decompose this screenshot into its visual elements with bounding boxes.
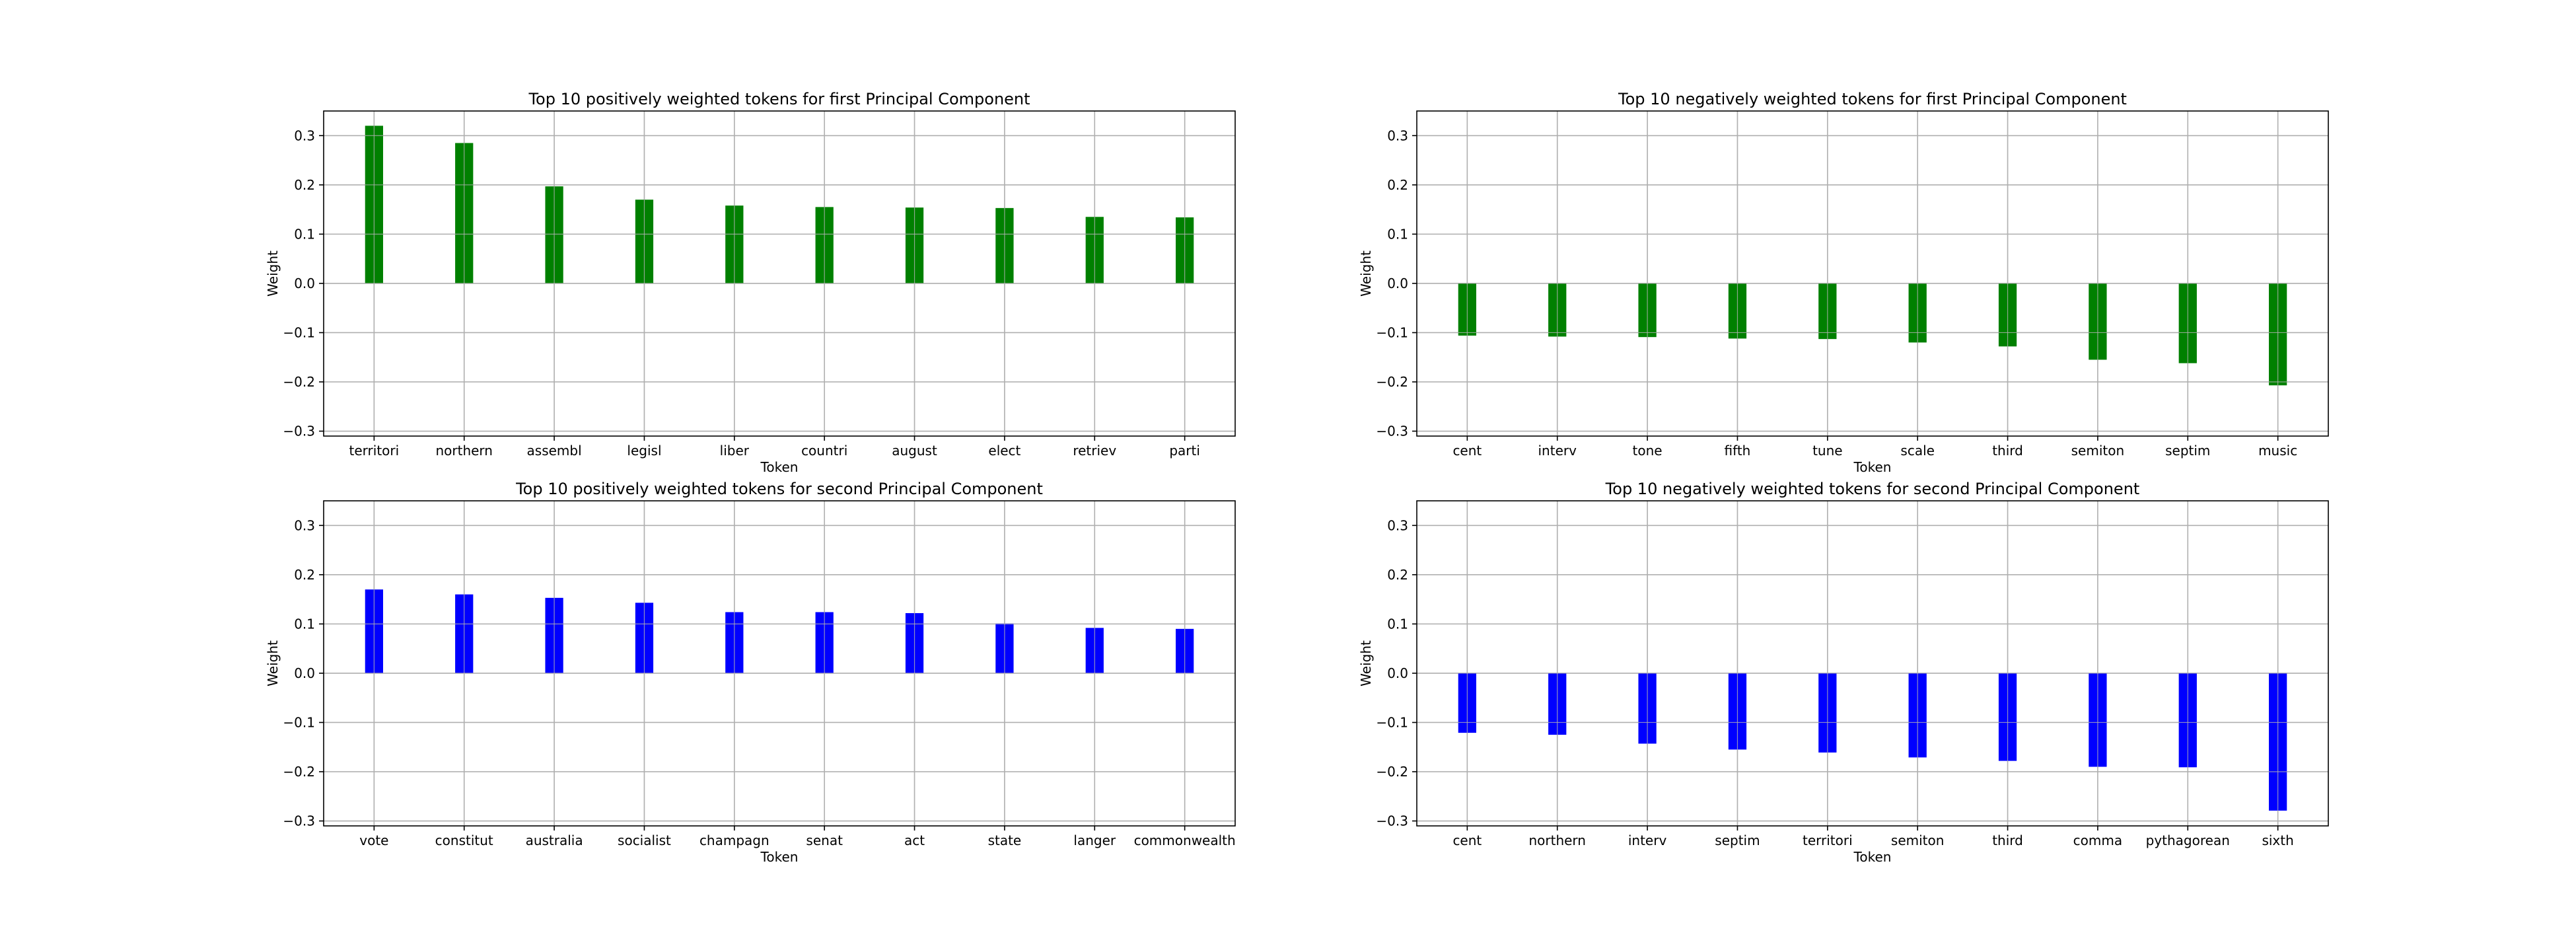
x-tick-label: langer	[1073, 832, 1116, 848]
axes-frame	[1416, 110, 2329, 437]
chart-title: Top 10 positively weighted tokens for se…	[515, 480, 1043, 498]
x-tick-label: semiton	[2071, 443, 2125, 459]
x-tick-label: interv	[1538, 443, 1577, 459]
chart-panel-pc1-negative: −0.3 −0.2 −0.1 0.0 0.1 0.2 0.3 cent interv tone fi…	[1358, 90, 2329, 475]
y-tick-label: 0.1	[1387, 226, 1408, 242]
x-tick-label: australia	[526, 832, 583, 848]
x-tick-label: liber	[720, 443, 750, 459]
x-tick-label: septim	[2165, 443, 2210, 459]
y-tick-label: 0.1	[294, 616, 315, 632]
y-tick-label: −0.3	[1376, 813, 1408, 829]
x-tick-label: pythagorean	[2146, 832, 2230, 848]
x-tick-label: sixth	[2262, 832, 2293, 848]
y-tick-label: −0.2	[283, 764, 315, 780]
y-tick-label: 0.3	[1387, 128, 1408, 143]
y-tick-label: 0.3	[294, 128, 315, 143]
x-tick-label: vote	[359, 832, 388, 848]
x-tick-label: territori	[1803, 832, 1853, 848]
x-tick-label: legisl	[627, 443, 661, 459]
y-tick-label: 0.0	[294, 276, 315, 291]
x-tick-label: semiton	[1891, 832, 1945, 848]
x-tick-label: retriev	[1073, 443, 1116, 459]
y-tick-label: 0.2	[294, 177, 315, 193]
chart-panel-pc2-negative: −0.3 −0.2 −0.1 0.0 0.1 0.2 0.3 cent northern inte…	[1358, 480, 2329, 865]
x-tick-label: music	[2258, 443, 2297, 459]
axes-frame	[323, 500, 1236, 827]
x-tick-label: third	[1992, 443, 2023, 459]
y-tick-label: 0.2	[294, 567, 315, 583]
y-tick-label: −0.2	[283, 374, 315, 390]
x-tick-label: senat	[806, 832, 843, 848]
y-tick-label: −0.2	[1376, 374, 1408, 390]
x-tick-label: countri	[801, 443, 847, 459]
x-tick-label: northern	[435, 443, 493, 459]
x-tick-label: tune	[1812, 443, 1843, 459]
x-axis-label: Token	[1853, 849, 1892, 865]
x-tick-label: tone	[1633, 443, 1663, 459]
y-tick-label: 0.0	[1387, 665, 1408, 681]
x-tick-label: parti	[1169, 443, 1200, 459]
y-axis-label: Weight	[1358, 640, 1374, 686]
x-tick-label: commonwealth	[1134, 832, 1236, 848]
y-tick-label: 0.2	[1387, 177, 1408, 193]
x-tick-label: state	[988, 832, 1022, 848]
x-tick-label: comma	[2073, 832, 2122, 848]
x-tick-label: septim	[1715, 832, 1760, 848]
chart-title: Top 10 negatively weighted tokens for fi…	[1618, 90, 2127, 108]
y-tick-label: −0.2	[1376, 764, 1408, 780]
x-tick-label: cent	[1452, 443, 1482, 459]
x-tick-label: constitut	[435, 832, 493, 848]
y-tick-label: −0.1	[283, 324, 315, 340]
y-tick-label: 0.3	[294, 517, 315, 533]
x-tick-label: northern	[1528, 832, 1586, 848]
y-tick-label: 0.3	[1387, 517, 1408, 533]
x-tick-label: champagn	[699, 832, 769, 848]
x-tick-label: scale	[1900, 443, 1935, 459]
x-tick-label: assembl	[527, 443, 582, 459]
y-tick-label: 0.0	[1387, 276, 1408, 291]
y-tick-label: −0.3	[283, 813, 315, 829]
x-tick-label: fifth	[1725, 443, 1751, 459]
x-tick-label: interv	[1628, 832, 1667, 848]
chart-title: Top 10 negatively weighted tokens for se…	[1605, 480, 2140, 498]
y-tick-label: −0.3	[283, 424, 315, 439]
x-tick-label: act	[904, 832, 925, 848]
x-axis-label: Token	[1853, 459, 1892, 475]
x-axis-label: Token	[760, 459, 799, 475]
y-tick-label: 0.1	[1387, 616, 1408, 632]
chart-panel-pc2-positive: −0.3 −0.2 −0.1 0.0 0.1 0.2 0.3 vote constitut aus…	[265, 480, 1236, 865]
y-tick-label: −0.1	[283, 714, 315, 730]
y-axis-label: Weight	[265, 250, 281, 297]
x-axis-label: Token	[760, 849, 799, 865]
y-tick-label: 0.1	[294, 226, 315, 242]
axes-frame	[1416, 500, 2329, 827]
x-tick-label: third	[1992, 832, 2023, 848]
y-tick-label: −0.1	[1376, 714, 1408, 730]
chart-title: Top 10 positively weighted tokens for fi…	[528, 90, 1030, 108]
y-tick-label: 0.0	[294, 665, 315, 681]
y-axis-label: Weight	[1358, 250, 1374, 297]
y-tick-label: −0.1	[1376, 324, 1408, 340]
y-tick-label: −0.3	[1376, 424, 1408, 439]
y-axis-label: Weight	[265, 640, 281, 686]
chart-panel-pc1-positive: −0.3 −0.2 −0.1 0.0 0.1 0.2 0.3 territori norther…	[265, 90, 1236, 475]
x-tick-label: august	[892, 443, 937, 459]
axes-frame	[323, 110, 1236, 437]
x-tick-label: cent	[1452, 832, 1482, 848]
x-tick-label: socialist	[618, 832, 671, 848]
y-tick-label: 0.2	[1387, 567, 1408, 583]
x-tick-label: territori	[349, 443, 400, 459]
x-tick-label: elect	[988, 443, 1020, 459]
